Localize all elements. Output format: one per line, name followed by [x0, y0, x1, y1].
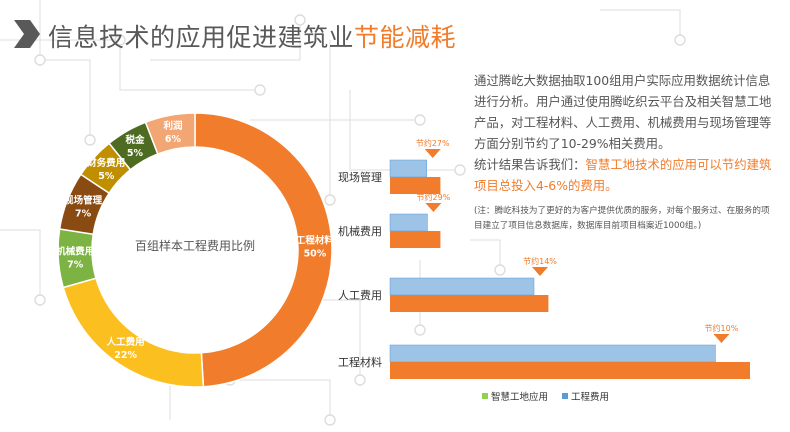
- donut-slice: [144, 112, 196, 155]
- donut-slice-label: 机械费用: [56, 245, 94, 257]
- legend-swatch: [562, 393, 568, 399]
- donut-slice-value: 7%: [67, 259, 84, 270]
- savings-arrow-icon: [532, 267, 548, 276]
- bar-project: [390, 295, 549, 312]
- bar-category-label: 现场管理: [338, 170, 382, 184]
- savings-arrow-icon: [424, 149, 441, 158]
- donut-chart: 工程材料50%人工费用22%机械费用7%现场管理7%财务费用5%税金5%利润6%…: [56, 112, 335, 388]
- legend-label: 智慧工地应用: [491, 391, 548, 403]
- donut-slice-value: 50%: [304, 248, 327, 259]
- title-chevron-icon: [14, 20, 40, 48]
- bar-smart: [389, 344, 716, 363]
- description-highlight: 智慧工地技术的应用可以节约建筑项目总投入4-6%的费用。: [474, 157, 772, 193]
- bar-project: [390, 231, 441, 248]
- bar-smart: [389, 159, 427, 178]
- savings-label: 节约10%: [705, 323, 739, 333]
- description-block: 通过腾屹大数据抽取100组用户实际应用数据统计信息进行分析。用户通过使用腾屹织云…: [474, 70, 780, 196]
- donut-slice: [62, 277, 205, 388]
- donut-slice-label: 利润: [162, 120, 182, 132]
- footnote: (注：腾屹科技为了更好的为客户提供优质的服务，对每个服务过、在服务的项目建立了项…: [474, 206, 770, 231]
- donut-slice: [194, 112, 333, 388]
- donut-slice: [57, 228, 97, 289]
- donut-slice-value: 22%: [114, 350, 137, 361]
- legend-swatch: [482, 393, 488, 399]
- donut-slice-label: 税金: [125, 134, 145, 146]
- donut-slice-label: 人工费用: [107, 336, 145, 348]
- savings-label: 节约29%: [417, 192, 451, 202]
- bar-project: [390, 362, 750, 379]
- donut-slice-value: 7%: [75, 209, 92, 220]
- donut-slice-label: 现场管理: [64, 195, 103, 207]
- bar-category-label: 机械费用: [338, 224, 382, 238]
- savings-label: 节约14%: [523, 256, 557, 266]
- bar-category-label: 人工费用: [338, 289, 382, 302]
- donut-slice-value: 5%: [98, 171, 115, 182]
- savings-label: 节约27%: [416, 138, 450, 148]
- savings-arrow-icon: [425, 203, 442, 212]
- donut-slice-value: 6%: [165, 134, 182, 145]
- bar-project: [390, 177, 441, 194]
- title-main: 信息技术的应用促进建筑业: [48, 23, 355, 52]
- donut-slice-label: 财务费用: [86, 157, 125, 169]
- legend-label: 工程费用: [571, 391, 609, 403]
- donut-slice-value: 5%: [127, 148, 144, 159]
- description-paragraph-1: 通过腾屹大数据抽取100组用户实际应用数据统计信息进行分析。用户通过使用腾屹织云…: [474, 73, 772, 151]
- bar-smart: [389, 213, 428, 232]
- title-accent: 节能减耗: [354, 23, 457, 52]
- bar-category-label: 工程材料: [338, 355, 382, 369]
- savings-arrow-icon: [713, 334, 730, 343]
- donut-center-title: 百组样本工程费用比例: [135, 238, 255, 253]
- page-title: 信息技术的应用促进建筑业节能减耗: [48, 18, 456, 54]
- donut-slice-label: 工程材料: [296, 234, 335, 246]
- description-paragraph-2: 统计结果告诉我们：智慧工地技术的应用可以节约建筑项目总投入4-6%的费用。: [474, 154, 780, 196]
- description-prefix: 统计结果告诉我们：: [474, 157, 586, 172]
- bar-smart: [389, 277, 535, 296]
